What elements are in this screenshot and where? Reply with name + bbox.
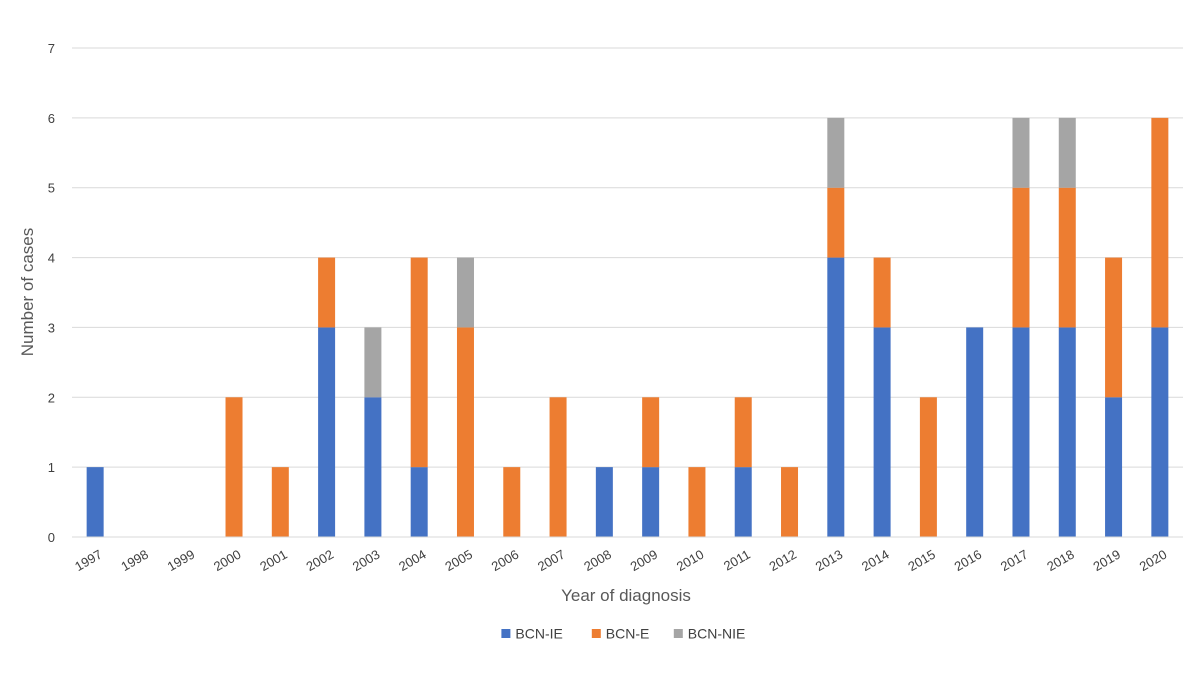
bar-segment-bcn-e-2013	[827, 187, 845, 258]
bar-segment-bcn-e-2011	[734, 397, 752, 468]
x-tick-label: 2019	[1091, 547, 1124, 574]
bar-segment-bcn-nie-2003	[364, 327, 382, 398]
y-tick-label: 7	[48, 41, 55, 56]
bar-segment-bcn-ie-2002	[318, 327, 336, 537]
x-tick-labels: 1997 1998 1999 2000 2001 2002 2003 2004 2005 2006…	[72, 547, 1169, 574]
bar-segment-bcn-ie-2003	[364, 397, 382, 537]
x-tick-label: 2017	[998, 547, 1031, 574]
x-tick-label: 2008	[581, 547, 614, 574]
legend-label-bcn-nie: BCN-NIE	[688, 626, 746, 642]
x-tick-label: 1999	[165, 547, 198, 574]
bar-segment-bcn-e-2001	[271, 467, 289, 537]
bar-segment-bcn-ie-2011	[734, 467, 752, 537]
bar-segment-bcn-e-2009	[642, 397, 660, 468]
y-tick-label: 3	[48, 320, 55, 335]
bar-segment-bcn-e-2004	[410, 257, 428, 468]
bar-segment-bcn-nie-2018	[1058, 117, 1076, 188]
bars	[86, 117, 1169, 537]
x-tick-label: 2004	[396, 547, 429, 574]
x-tick-label: 2014	[859, 547, 892, 574]
y-tick-label: 6	[48, 111, 55, 126]
x-tick-label: 2003	[350, 547, 383, 574]
legend-label-bcn-ie: BCN-IE	[515, 626, 562, 642]
x-tick-label: 2006	[489, 547, 522, 574]
bar-segment-bcn-e-2012	[781, 467, 799, 537]
x-tick-label: 2010	[674, 547, 707, 574]
y-tick-label: 5	[48, 181, 55, 196]
legend-swatch-bcn-nie	[673, 629, 683, 638]
x-tick-label: 1998	[118, 547, 151, 574]
x-tick-label: 2001	[257, 547, 290, 574]
bar-segment-bcn-e-2000	[225, 397, 243, 537]
bar-segment-bcn-ie-2019	[1105, 397, 1123, 537]
x-axis-title: Year of diagnosis	[561, 586, 691, 605]
x-tick-label: 2018	[1044, 547, 1077, 574]
x-tick-label: 2009	[628, 547, 661, 574]
bar-segment-bcn-e-2010	[688, 467, 706, 537]
x-tick-label: 2013	[813, 547, 846, 574]
x-tick-label: 1997	[72, 547, 105, 574]
gridlines	[72, 47, 1183, 468]
bar-segment-bcn-ie-2008	[595, 467, 613, 537]
x-tick-label: 2012	[766, 547, 799, 574]
bar-segment-bcn-ie-2013	[827, 257, 845, 537]
bar-segment-bcn-ie-2017	[1012, 327, 1030, 537]
bar-segment-bcn-e-2017	[1012, 187, 1030, 328]
bar-segment-bcn-e-2002	[318, 257, 336, 328]
x-tick-label: 2015	[905, 547, 938, 574]
bar-segment-bcn-nie-2005	[456, 257, 474, 328]
x-tick-label: 2007	[535, 547, 568, 574]
x-tick-label: 2002	[304, 547, 337, 574]
x-tick-label: 2005	[442, 547, 475, 574]
bar-segment-bcn-e-2018	[1058, 187, 1076, 328]
bar-segment-bcn-ie-1997	[86, 467, 104, 537]
bar-segment-bcn-e-2005	[456, 327, 474, 537]
legend-swatch-bcn-e	[591, 629, 601, 638]
y-tick-label: 2	[48, 390, 55, 405]
x-tick-label: 2020	[1137, 547, 1170, 574]
bar-segment-bcn-ie-2009	[642, 467, 660, 537]
legend-swatch-bcn-ie	[501, 629, 511, 638]
bar-segment-bcn-e-2015	[919, 397, 937, 537]
bar-segment-bcn-e-2014	[873, 257, 891, 328]
bar-segment-bcn-e-2020	[1151, 117, 1169, 328]
bar-segment-bcn-e-2019	[1105, 257, 1123, 398]
bar-segment-bcn-ie-2020	[1151, 327, 1169, 537]
bar-segment-bcn-ie-2018	[1058, 327, 1076, 537]
y-tick-label: 1	[48, 460, 55, 475]
bar-segment-bcn-ie-2014	[873, 327, 891, 537]
y-axis-title: Number of cases	[18, 228, 37, 357]
bar-segment-bcn-nie-2013	[827, 117, 845, 188]
bar-segment-bcn-ie-2004	[410, 467, 428, 537]
legend: BCN-IE BCN-E BCN-NIE	[501, 626, 745, 642]
y-tick-labels: 0 1 2 3 4 5 6 7	[48, 41, 55, 545]
x-tick-label: 2016	[952, 547, 985, 574]
bar-segment-bcn-e-2006	[503, 467, 521, 537]
y-tick-label: 0	[48, 530, 55, 545]
legend-label-bcn-e: BCN-E	[606, 626, 650, 642]
bar-segment-bcn-nie-2017	[1012, 117, 1030, 188]
bar-segment-bcn-e-2007	[549, 397, 567, 537]
bar-segment-bcn-ie-2016	[966, 327, 984, 537]
y-tick-label: 4	[48, 251, 55, 266]
x-tick-label: 2011	[721, 547, 753, 574]
x-tick-label: 2000	[211, 547, 244, 574]
